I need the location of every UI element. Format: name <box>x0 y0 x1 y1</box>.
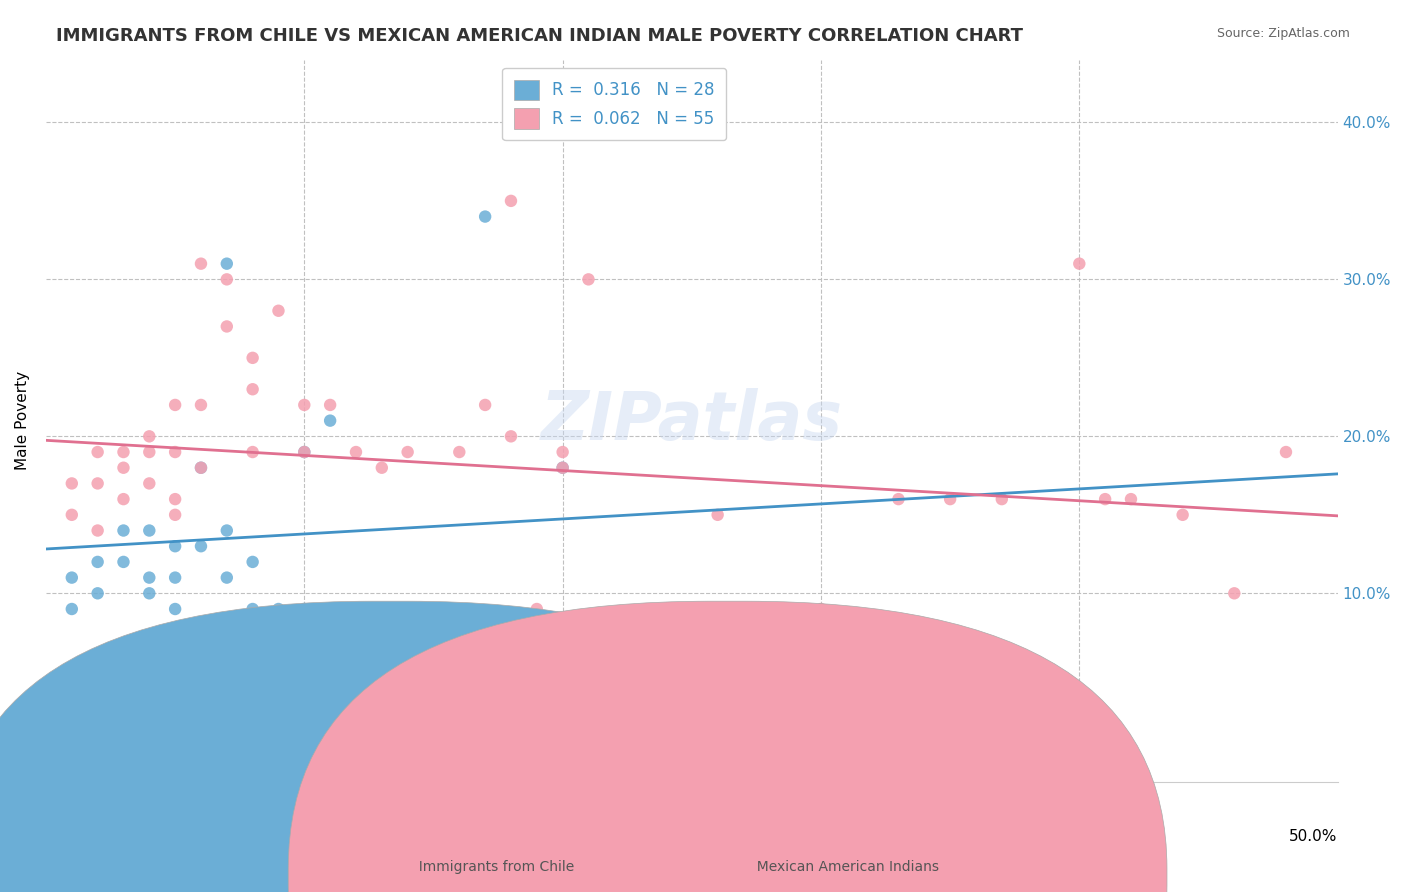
Point <box>991 492 1014 507</box>
Point <box>319 414 342 428</box>
Point <box>578 272 600 286</box>
Point <box>292 445 315 459</box>
Point <box>190 398 212 412</box>
Point <box>138 445 160 459</box>
Point <box>165 492 187 507</box>
Point <box>242 445 264 459</box>
Text: 0.0%: 0.0% <box>46 829 84 844</box>
Text: IMMIGRANTS FROM CHILE VS MEXICAN AMERICAN INDIAN MALE POVERTY CORRELATION CHART: IMMIGRANTS FROM CHILE VS MEXICAN AMERICA… <box>56 27 1024 45</box>
Point <box>887 492 910 507</box>
Point <box>1119 492 1142 507</box>
Point <box>165 508 187 522</box>
Point <box>86 586 108 600</box>
Point <box>422 602 444 616</box>
Point <box>551 445 574 459</box>
Point <box>655 649 678 664</box>
Point <box>551 460 574 475</box>
Point <box>242 602 264 616</box>
Point <box>190 460 212 475</box>
Point <box>242 351 264 365</box>
Point <box>138 524 160 538</box>
Point <box>165 571 187 585</box>
Point <box>292 398 315 412</box>
Text: 50.0%: 50.0% <box>1289 829 1337 844</box>
Point <box>138 586 160 600</box>
Point <box>499 194 522 208</box>
Point <box>344 602 367 616</box>
Point <box>138 571 160 585</box>
Point <box>1275 445 1298 459</box>
Point <box>810 602 832 616</box>
Point <box>1069 257 1091 271</box>
Point <box>138 429 160 443</box>
Point <box>112 460 135 475</box>
Text: Source: ZipAtlas.com: Source: ZipAtlas.com <box>1216 27 1350 40</box>
Point <box>60 571 83 585</box>
Point <box>215 319 238 334</box>
Point <box>215 524 238 538</box>
Point <box>60 602 83 616</box>
Point <box>215 272 238 286</box>
Point <box>86 524 108 538</box>
Point <box>292 445 315 459</box>
Point <box>215 571 238 585</box>
Point <box>526 602 548 616</box>
Point <box>112 555 135 569</box>
Point <box>215 257 238 271</box>
Point <box>165 445 187 459</box>
Legend: R =  0.316   N = 28, R =  0.062   N = 55: R = 0.316 N = 28, R = 0.062 N = 55 <box>502 68 727 140</box>
Y-axis label: Male Poverty: Male Poverty <box>15 371 30 470</box>
Text: ZIPatlas: ZIPatlas <box>541 388 842 454</box>
Text: Immigrants from Chile: Immigrants from Chile <box>411 860 574 874</box>
Point <box>242 555 264 569</box>
Text: Mexican American Indians: Mexican American Indians <box>748 860 939 874</box>
Point <box>112 492 135 507</box>
Point <box>242 382 264 396</box>
Point <box>86 555 108 569</box>
Point <box>319 398 342 412</box>
Point <box>292 602 315 616</box>
Point <box>396 633 419 648</box>
Point <box>60 476 83 491</box>
Point <box>138 476 160 491</box>
Point <box>112 524 135 538</box>
Point <box>165 602 187 616</box>
Point <box>474 210 496 224</box>
Point <box>1223 586 1246 600</box>
Point <box>474 398 496 412</box>
Point <box>112 445 135 459</box>
Point <box>344 445 367 459</box>
Point <box>706 508 728 522</box>
Point <box>371 460 394 475</box>
Point <box>551 460 574 475</box>
Point <box>785 649 807 664</box>
Point <box>190 539 212 553</box>
Point <box>86 445 108 459</box>
Point <box>190 257 212 271</box>
Point <box>422 617 444 632</box>
Point <box>267 303 290 318</box>
Point <box>422 633 444 648</box>
Point <box>267 602 290 616</box>
Point <box>190 460 212 475</box>
Point <box>499 429 522 443</box>
Point <box>371 602 394 616</box>
Point <box>60 508 83 522</box>
Point <box>396 445 419 459</box>
Point <box>939 492 962 507</box>
Point <box>1171 508 1194 522</box>
Point <box>165 539 187 553</box>
Point <box>449 445 471 459</box>
Point <box>86 476 108 491</box>
Point <box>165 398 187 412</box>
Point <box>1094 492 1116 507</box>
